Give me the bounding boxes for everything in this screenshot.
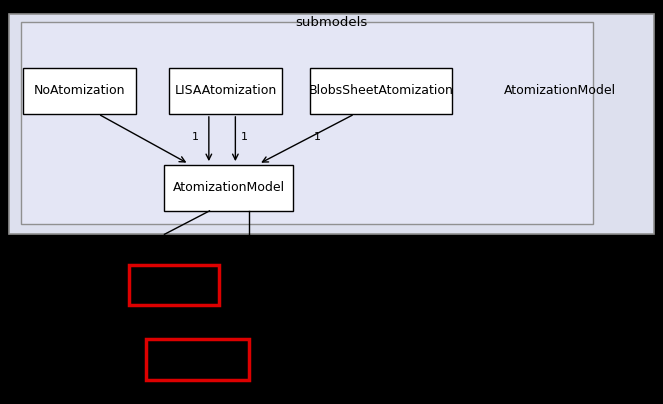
Text: 1: 1 xyxy=(314,133,320,142)
FancyBboxPatch shape xyxy=(23,67,136,114)
Text: 1: 1 xyxy=(192,133,199,142)
Text: submodels: submodels xyxy=(296,16,367,29)
Text: BlobsSheetAtomization: BlobsSheetAtomization xyxy=(309,84,453,97)
FancyBboxPatch shape xyxy=(310,67,452,114)
Text: AtomizationModel: AtomizationModel xyxy=(504,84,617,97)
FancyBboxPatch shape xyxy=(169,67,282,114)
Text: NoAtomization: NoAtomization xyxy=(34,84,125,97)
FancyBboxPatch shape xyxy=(164,165,293,211)
FancyBboxPatch shape xyxy=(21,22,593,224)
FancyBboxPatch shape xyxy=(129,265,219,305)
Text: AtomizationModel: AtomizationModel xyxy=(172,181,285,194)
FancyBboxPatch shape xyxy=(9,14,654,234)
Text: LISAAtomization: LISAAtomization xyxy=(174,84,276,97)
Text: 1: 1 xyxy=(241,133,247,142)
FancyBboxPatch shape xyxy=(146,339,249,380)
